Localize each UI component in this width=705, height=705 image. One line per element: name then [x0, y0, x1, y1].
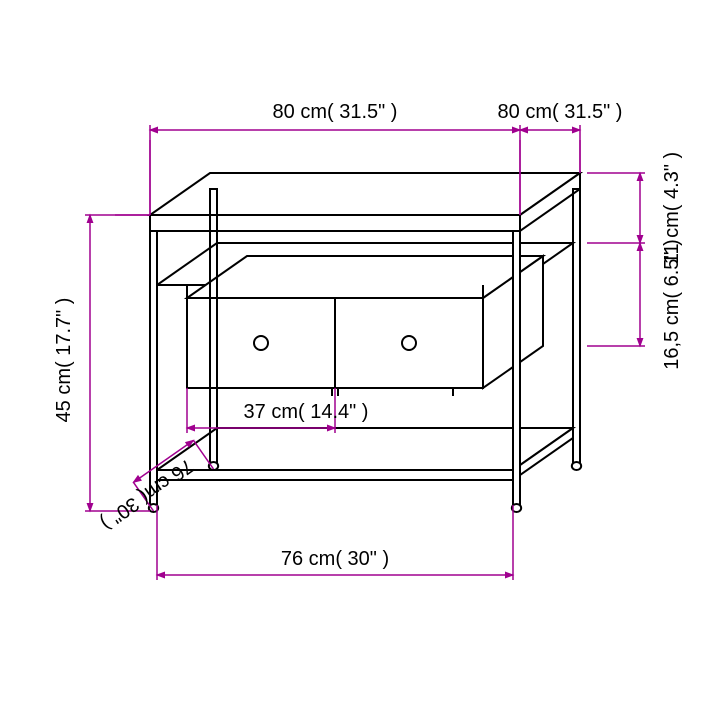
dim-drawer-height: 16,5 cm( 6.5" ) [661, 239, 683, 369]
dim-top-depth: 80 cm( 31.5" ) [498, 101, 623, 123]
dim-top-width: 80 cm( 31.5" ) [273, 101, 398, 123]
dim-inner-width: 76 cm( 30" ) [281, 548, 389, 570]
drawer-knob [402, 336, 416, 350]
dim-inner-depth: 76 cm( 30" ) [96, 454, 197, 534]
dim-height: 45 cm( 17.7" ) [53, 298, 75, 423]
drawer-knob [254, 336, 268, 350]
furniture-drawing [149, 173, 581, 512]
dim-drawer-width: 37 cm( 14.4" ) [244, 401, 369, 423]
